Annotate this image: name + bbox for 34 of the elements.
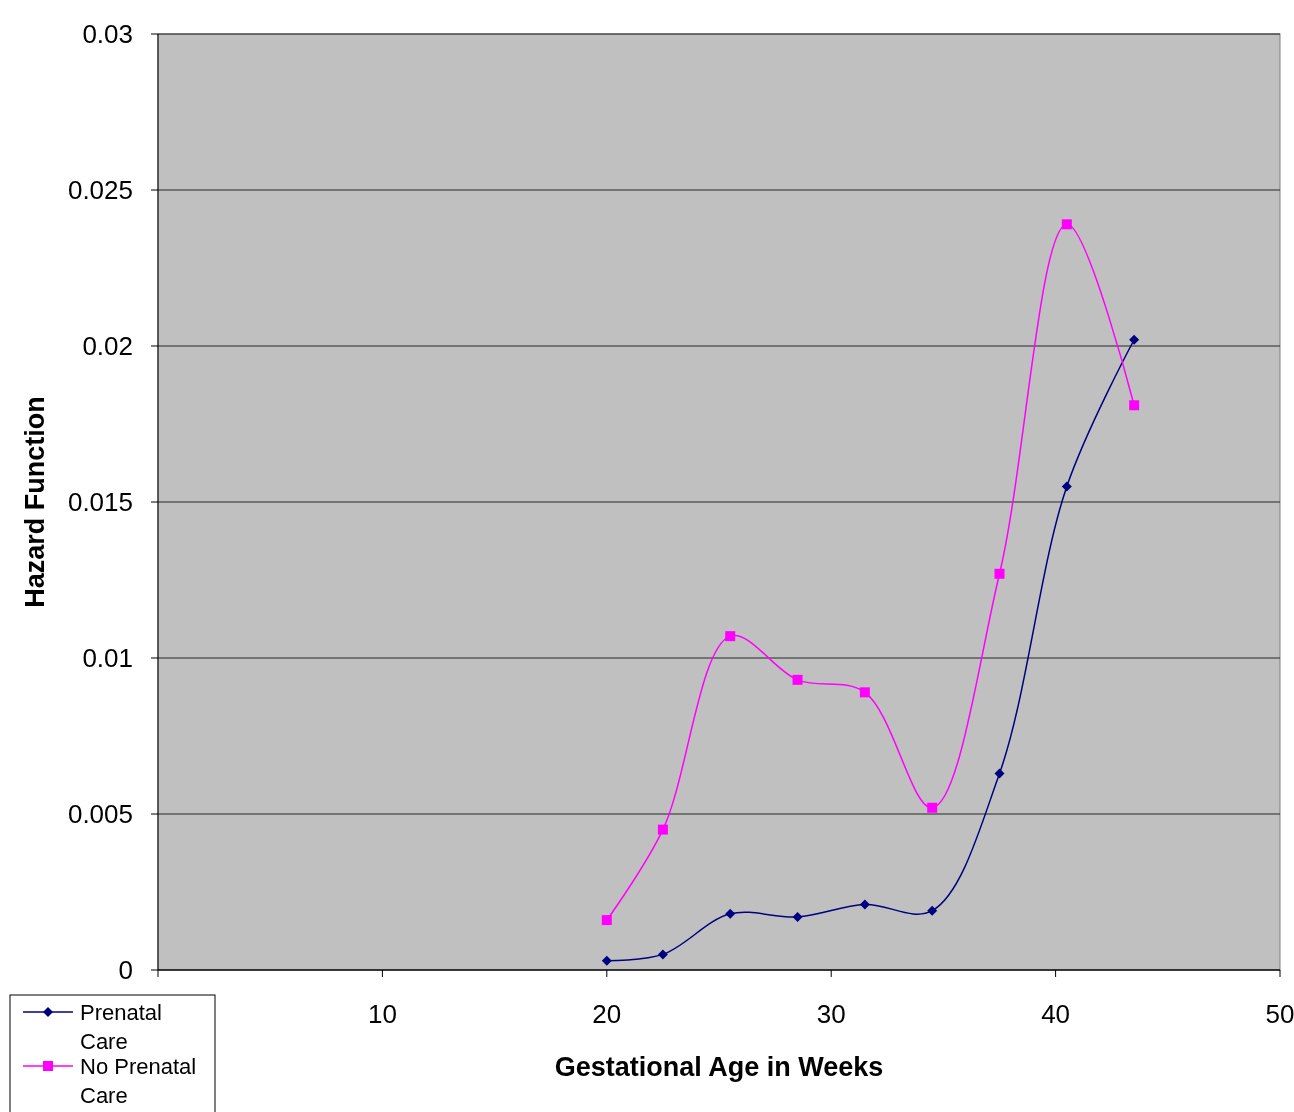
point xyxy=(601,955,612,966)
point xyxy=(1129,400,1140,411)
y-tick-label: 0.005 xyxy=(67,799,133,830)
y-tick-label: 0.015 xyxy=(67,487,133,518)
point xyxy=(725,631,736,642)
point xyxy=(859,687,870,698)
point xyxy=(601,915,612,926)
y-tick-label: 0.01 xyxy=(82,643,133,674)
point xyxy=(927,905,938,916)
point xyxy=(994,768,1005,779)
y-tick-label: 0.025 xyxy=(67,175,133,206)
x-tick-label: 50 xyxy=(1265,999,1294,1029)
point xyxy=(657,824,668,835)
point xyxy=(994,568,1005,579)
y-tick-label: 0 xyxy=(118,955,133,986)
y-axis-title: Hazard Function xyxy=(20,396,50,608)
point xyxy=(792,911,803,922)
legend-label: Prenatal Care xyxy=(80,999,162,1054)
x-tick-label: 40 xyxy=(1041,999,1071,1029)
x-tick-label: 20 xyxy=(592,999,622,1029)
point xyxy=(927,802,938,813)
x-tick-label: 30 xyxy=(816,999,846,1029)
point xyxy=(1061,481,1072,492)
point xyxy=(1129,334,1140,345)
point xyxy=(1061,219,1072,230)
point xyxy=(859,899,870,910)
point xyxy=(725,908,736,919)
point xyxy=(792,674,803,685)
point xyxy=(657,949,668,960)
legend-label: No Prenatal Care xyxy=(80,1053,197,1108)
x-axis-title: Gestational Age in Weeks xyxy=(554,1052,884,1082)
x-tick-label: 10 xyxy=(367,999,397,1029)
y-tick-label: 0.03 xyxy=(82,19,133,50)
y-tick-label: 0.02 xyxy=(82,331,133,362)
